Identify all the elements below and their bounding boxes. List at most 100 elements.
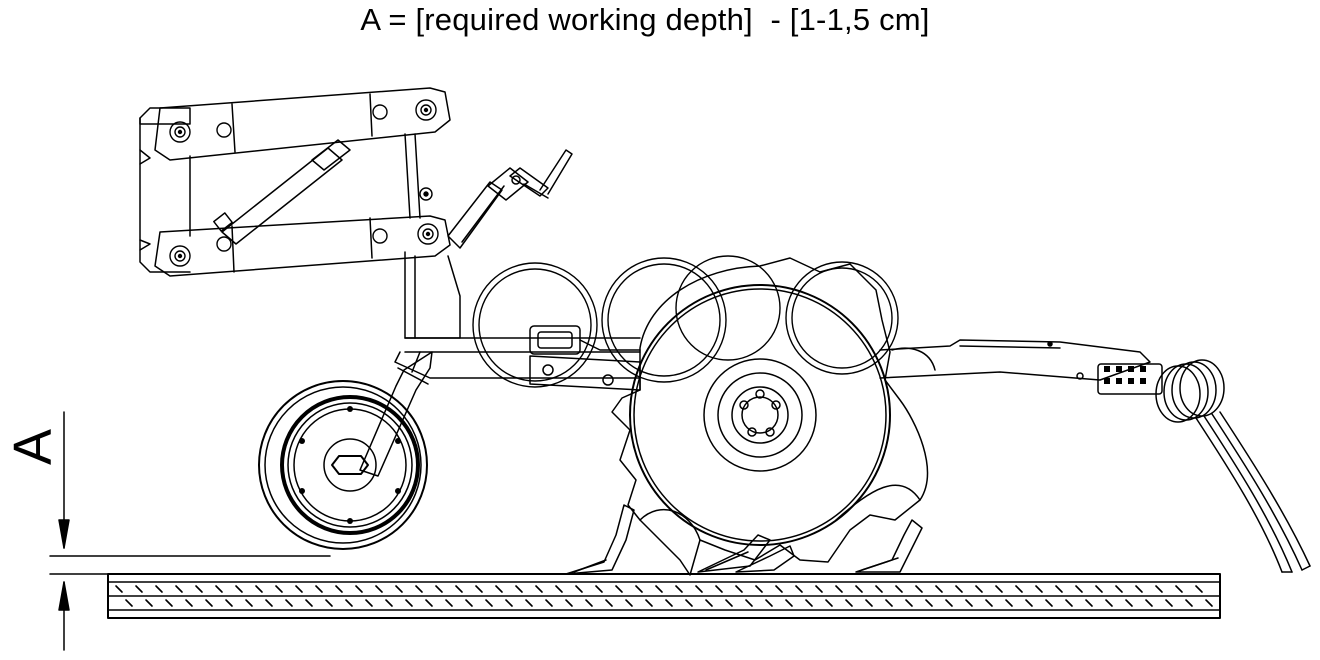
soil-hatch-mark [135, 585, 143, 593]
soil-hatch-mark [255, 585, 263, 593]
soil-hatch-mark [855, 585, 863, 593]
soil-hatch-mark [235, 585, 243, 593]
soil-hatch-mark [395, 585, 403, 593]
soil-hatch-mark [1145, 599, 1153, 607]
soil-hatch-mark [325, 599, 333, 607]
soil-hatch-mark [445, 599, 453, 607]
soil-hatch-mark [1065, 599, 1073, 607]
soil-hatch-mark [1055, 585, 1063, 593]
soil-hatch-mark [685, 599, 693, 607]
soil-hatch-mark [1125, 599, 1133, 607]
soil-hatch-mark [805, 599, 813, 607]
soil-hatch-mark [975, 585, 983, 593]
soil-hatch-mark [535, 585, 543, 593]
soil-hatch-mark [515, 585, 523, 593]
soil-hatch-mark [765, 599, 773, 607]
rear-harrow [1097, 359, 1311, 573]
main-beam [394, 337, 641, 379]
soil-hatch-mark [845, 599, 853, 607]
depth-dimension [49, 411, 331, 651]
soil-hatch-mark [305, 599, 313, 607]
soil-hatch-mark [525, 599, 533, 607]
soil-hatch-mark [785, 599, 793, 607]
soil-hatch-mark [1185, 599, 1193, 607]
soil-hatch-mark [435, 585, 443, 593]
soil-hatch-mark [485, 599, 493, 607]
soil-hatch-mark [755, 585, 763, 593]
soil-hatch-mark [605, 599, 613, 607]
soil-hatch-mark [935, 585, 943, 593]
soil-hatch-mark [595, 585, 603, 593]
soil-hatch-mark [345, 599, 353, 607]
soil-hatch-mark [555, 585, 563, 593]
soil-hatch-mark [635, 585, 643, 593]
soil-hatch-mark [495, 585, 503, 593]
soil-hatch-mark [145, 599, 153, 607]
soil-hatch-mark [905, 599, 913, 607]
soil-hatch-mark [1175, 585, 1183, 593]
tine-shares [565, 504, 923, 575]
soil-hatch-mark [895, 585, 903, 593]
soil-hatch-mark [365, 599, 373, 607]
soil-hatch-mark [165, 599, 173, 607]
soil-hatch-mark [155, 585, 163, 593]
adjustment-cylinder [447, 149, 573, 249]
soil-hatch-mark [425, 599, 433, 607]
soil-hatch-mark [225, 599, 233, 607]
soil-hatch-mark [275, 585, 283, 593]
soil-hatch-mark [715, 585, 723, 593]
soil-hatch-mark [315, 585, 323, 593]
soil-layer [107, 573, 1221, 619]
soil-hatch-mark [295, 585, 303, 593]
soil-hatch-mark [1015, 585, 1023, 593]
soil-hatch-mark [665, 599, 673, 607]
soil-hatch-mark [615, 585, 623, 593]
soil-hatch-mark [945, 599, 953, 607]
soil-hatch-mark [925, 599, 933, 607]
soil-hatch-mark [795, 585, 803, 593]
soil-hatch-mark [1045, 599, 1053, 607]
soil-hatch-mark [825, 599, 833, 607]
soil-hatch-mark [955, 585, 963, 593]
soil-hatch-mark [865, 599, 873, 607]
soil-hatch-mark [1075, 585, 1083, 593]
soil-hatch-mark [1005, 599, 1013, 607]
soil-hatch-mark [195, 585, 203, 593]
spring-coils [472, 255, 899, 388]
soil-hatch-mark [125, 599, 133, 607]
soil-hatch-mark [1195, 585, 1203, 593]
soil-hatch-mark [115, 585, 123, 593]
soil-hatch-mark [835, 585, 843, 593]
soil-hatch-mark [585, 599, 593, 607]
soil-hatch-mark [1155, 585, 1163, 593]
soil-hatch-mark [175, 585, 183, 593]
soil-hatch-mark [185, 599, 193, 607]
soil-hatch-mark [415, 585, 423, 593]
soil-hatch-mark [815, 585, 823, 593]
soil-hatch-mark [735, 585, 743, 593]
soil-hatch-mark [675, 585, 683, 593]
soil-hatch-mark [285, 599, 293, 607]
soil-hatch-mark [1115, 585, 1123, 593]
soil-hatch-mark [645, 599, 653, 607]
soil-hatch-mark [1105, 599, 1113, 607]
soil-hatch-mark [1085, 599, 1093, 607]
soil-hatch-mark [505, 599, 513, 607]
soil-hatch-mark [465, 599, 473, 607]
soil-hatch-mark [695, 585, 703, 593]
soil-hatch-mark [625, 599, 633, 607]
soil-hatch-mark [335, 585, 343, 593]
rear-arm [879, 339, 1151, 381]
hitch-frame [139, 87, 461, 339]
soil-hatch-mark [355, 585, 363, 593]
soil-hatch-mark [995, 585, 1003, 593]
soil-hatch-mark [1025, 599, 1033, 607]
soil-hatch-mark [405, 599, 413, 607]
soil-hatch-mark [245, 599, 253, 607]
soil-hatch-mark [915, 585, 923, 593]
soil-hatch-mark [385, 599, 393, 607]
soil-hatch-mark [875, 585, 883, 593]
soil-hatch-mark [705, 599, 713, 607]
soil-hatch-mark [205, 599, 213, 607]
